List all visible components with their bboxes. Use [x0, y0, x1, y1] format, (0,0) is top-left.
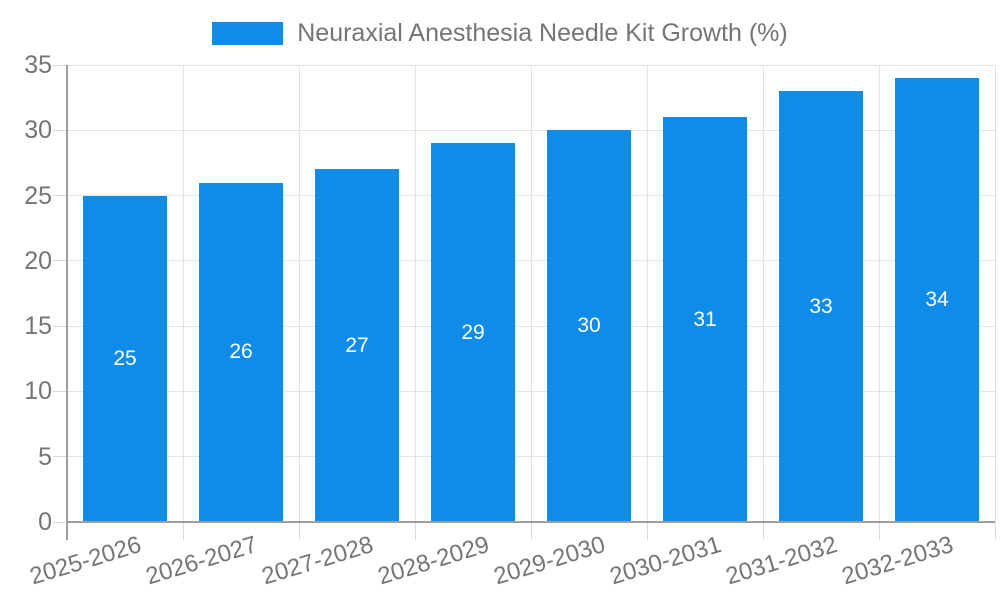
- bar[interactable]: [663, 117, 747, 522]
- x-tick-mark: [878, 522, 880, 540]
- bar-value-label: 26: [229, 340, 253, 364]
- bar-value-label: 25: [113, 346, 137, 370]
- x-gridline: [762, 65, 764, 522]
- legend: Neuraxial Anesthesia Needle Kit Growth (…: [0, 18, 1000, 48]
- x-tick-mark: [994, 522, 996, 540]
- y-axis-label: 10: [24, 377, 52, 406]
- legend-label: Neuraxial Anesthesia Needle Kit Growth (…: [297, 18, 788, 47]
- y-tick-mark: [53, 390, 67, 392]
- x-axis-label: 2029-2030: [490, 531, 609, 591]
- x-axis-label: 2027-2028: [258, 531, 377, 591]
- y-axis-label: 35: [24, 51, 52, 79]
- x-tick-mark: [414, 522, 416, 540]
- y-axis-label: 25: [24, 181, 52, 210]
- bar-value-label: 29: [461, 320, 485, 344]
- x-gridline: [298, 65, 300, 522]
- y-tick-mark: [53, 260, 67, 262]
- y-tick-mark: [53, 129, 67, 131]
- y-tick-mark: [53, 521, 67, 523]
- x-axis-baseline: [67, 521, 995, 523]
- bar-value-label: 31: [693, 307, 717, 331]
- bar[interactable]: [895, 78, 979, 522]
- y-axis-line: [66, 65, 68, 540]
- x-tick-mark: [530, 522, 532, 540]
- y-axis-label: 5: [38, 442, 52, 471]
- x-gridline: [530, 65, 532, 522]
- x-axis-label: 2026-2027: [142, 531, 261, 591]
- x-gridline: [878, 65, 880, 522]
- y-tick-mark: [53, 195, 67, 197]
- bar-value-label: 27: [345, 333, 369, 357]
- x-tick-mark: [298, 522, 300, 540]
- y-axis-label: 20: [24, 246, 52, 275]
- y-axis-label: 0: [38, 508, 52, 536]
- y-axis-label: 15: [24, 312, 52, 341]
- x-axis-label: 2031-2032: [722, 531, 841, 591]
- x-gridline: [182, 65, 184, 522]
- bar[interactable]: [199, 182, 283, 522]
- bar[interactable]: [315, 169, 399, 522]
- bar[interactable]: [83, 195, 167, 522]
- y-tick-mark: [53, 64, 67, 66]
- bar[interactable]: [779, 91, 863, 522]
- x-tick-mark: [762, 522, 764, 540]
- x-gridline: [414, 65, 416, 522]
- y-tick-mark: [53, 456, 67, 458]
- y-axis-label: 30: [24, 116, 52, 145]
- bar-value-label: 33: [809, 294, 833, 318]
- bar-value-label: 30: [577, 314, 601, 338]
- x-axis-label: 2030-2031: [606, 531, 725, 591]
- x-tick-mark: [646, 522, 648, 540]
- x-tick-mark: [182, 522, 184, 540]
- y-tick-mark: [53, 325, 67, 327]
- x-axis-label: 2025-2026: [26, 531, 145, 591]
- x-gridline: [994, 65, 996, 522]
- legend-swatch: [212, 21, 284, 45]
- x-gridline: [646, 65, 648, 522]
- bar[interactable]: [431, 143, 515, 522]
- bar[interactable]: [547, 130, 631, 522]
- x-axis-label: 2032-2033: [838, 531, 957, 591]
- bar-value-label: 34: [925, 288, 949, 312]
- x-axis-label: 2028-2029: [374, 531, 493, 591]
